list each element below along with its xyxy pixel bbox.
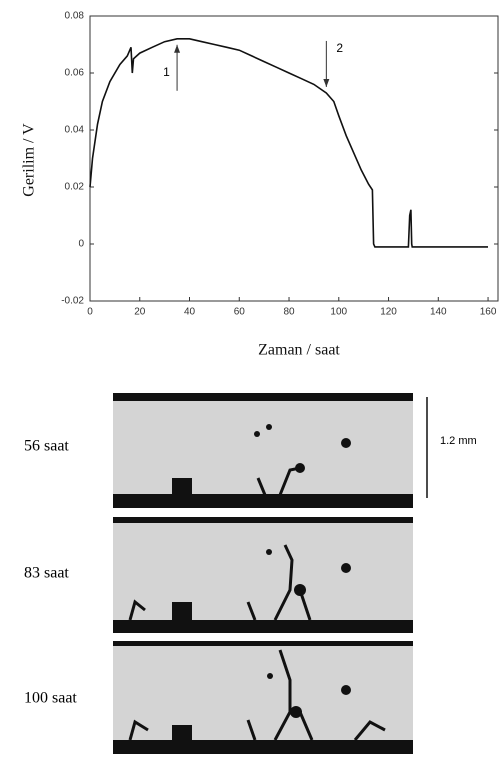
defect bbox=[254, 431, 260, 437]
crack bbox=[128, 649, 386, 741]
micrograph-edge bbox=[113, 620, 413, 633]
y-tick-label: 0.08 bbox=[65, 11, 85, 22]
micrograph-edge bbox=[113, 393, 413, 401]
defect bbox=[341, 685, 351, 695]
defect bbox=[172, 725, 192, 741]
micrograph-panel bbox=[113, 517, 413, 633]
y-tick-label: 0.04 bbox=[65, 125, 85, 136]
x-tick-label: 20 bbox=[134, 307, 146, 318]
micrograph-panel bbox=[113, 641, 413, 754]
micrograph-83 bbox=[113, 517, 413, 633]
y-axis-label: Gerilim / V bbox=[21, 123, 38, 197]
annotation-arrowhead bbox=[323, 78, 330, 87]
x-tick-label: 40 bbox=[184, 307, 196, 318]
defect bbox=[266, 424, 272, 430]
defect bbox=[266, 549, 272, 555]
micrograph-edge bbox=[113, 517, 413, 523]
micrograph-56 bbox=[113, 393, 413, 508]
x-tick-label: 100 bbox=[330, 307, 347, 318]
micrograph-100 bbox=[113, 641, 413, 754]
defect bbox=[172, 602, 192, 620]
scale-bar-label: 1.2 mm bbox=[440, 435, 477, 447]
y-tick-label: 0.02 bbox=[65, 182, 85, 193]
x-tick-label: 160 bbox=[480, 307, 497, 318]
defect bbox=[341, 438, 351, 448]
x-tick-label: 60 bbox=[234, 307, 246, 318]
annotation-label: 1 bbox=[163, 65, 170, 79]
y-tick-label: 0.06 bbox=[65, 68, 85, 79]
x-tick-label: 140 bbox=[430, 307, 447, 318]
crack bbox=[128, 544, 312, 621]
panel-label: 100 saat bbox=[24, 690, 77, 707]
annotation-label: 2 bbox=[336, 41, 343, 55]
x-tick-label: 120 bbox=[380, 307, 397, 318]
micrograph-edge bbox=[113, 494, 413, 508]
micrograph-edge bbox=[113, 641, 413, 646]
annotation-arrowhead bbox=[174, 44, 181, 53]
x-tick-label: 0 bbox=[87, 307, 93, 318]
x-tick-label: 80 bbox=[283, 307, 295, 318]
x-axis-label: Zaman / saat bbox=[258, 342, 340, 359]
data-line bbox=[89, 38, 488, 248]
panel-label: 56 saat bbox=[24, 438, 69, 455]
panel-label: 83 saat bbox=[24, 565, 69, 582]
micrograph-edge bbox=[113, 740, 413, 754]
defect bbox=[341, 563, 351, 573]
y-tick-label: -0.02 bbox=[61, 296, 84, 307]
crack bbox=[256, 466, 301, 496]
plot-frame bbox=[89, 15, 499, 302]
y-tick-label: 0 bbox=[78, 239, 84, 250]
defect bbox=[172, 478, 192, 496]
defect bbox=[267, 673, 273, 679]
defect bbox=[290, 706, 302, 718]
